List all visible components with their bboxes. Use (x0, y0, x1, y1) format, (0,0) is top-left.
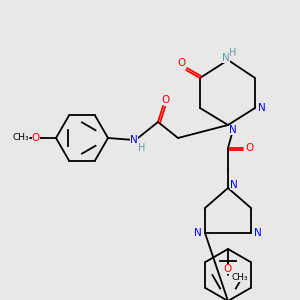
Text: N: N (130, 135, 138, 145)
Text: O: O (177, 58, 185, 68)
Text: N: N (222, 53, 230, 63)
Text: N: N (258, 103, 266, 113)
Text: N: N (229, 125, 237, 135)
Text: CH₃: CH₃ (232, 272, 248, 281)
Text: O: O (246, 143, 254, 153)
Text: N: N (230, 180, 238, 190)
Text: N: N (254, 228, 262, 238)
Text: H: H (138, 143, 146, 153)
Text: H: H (229, 48, 237, 58)
Text: N: N (194, 228, 202, 238)
Text: O: O (162, 95, 170, 105)
Text: O: O (224, 264, 232, 274)
Text: O: O (32, 133, 40, 143)
Text: CH₃: CH₃ (13, 133, 29, 142)
